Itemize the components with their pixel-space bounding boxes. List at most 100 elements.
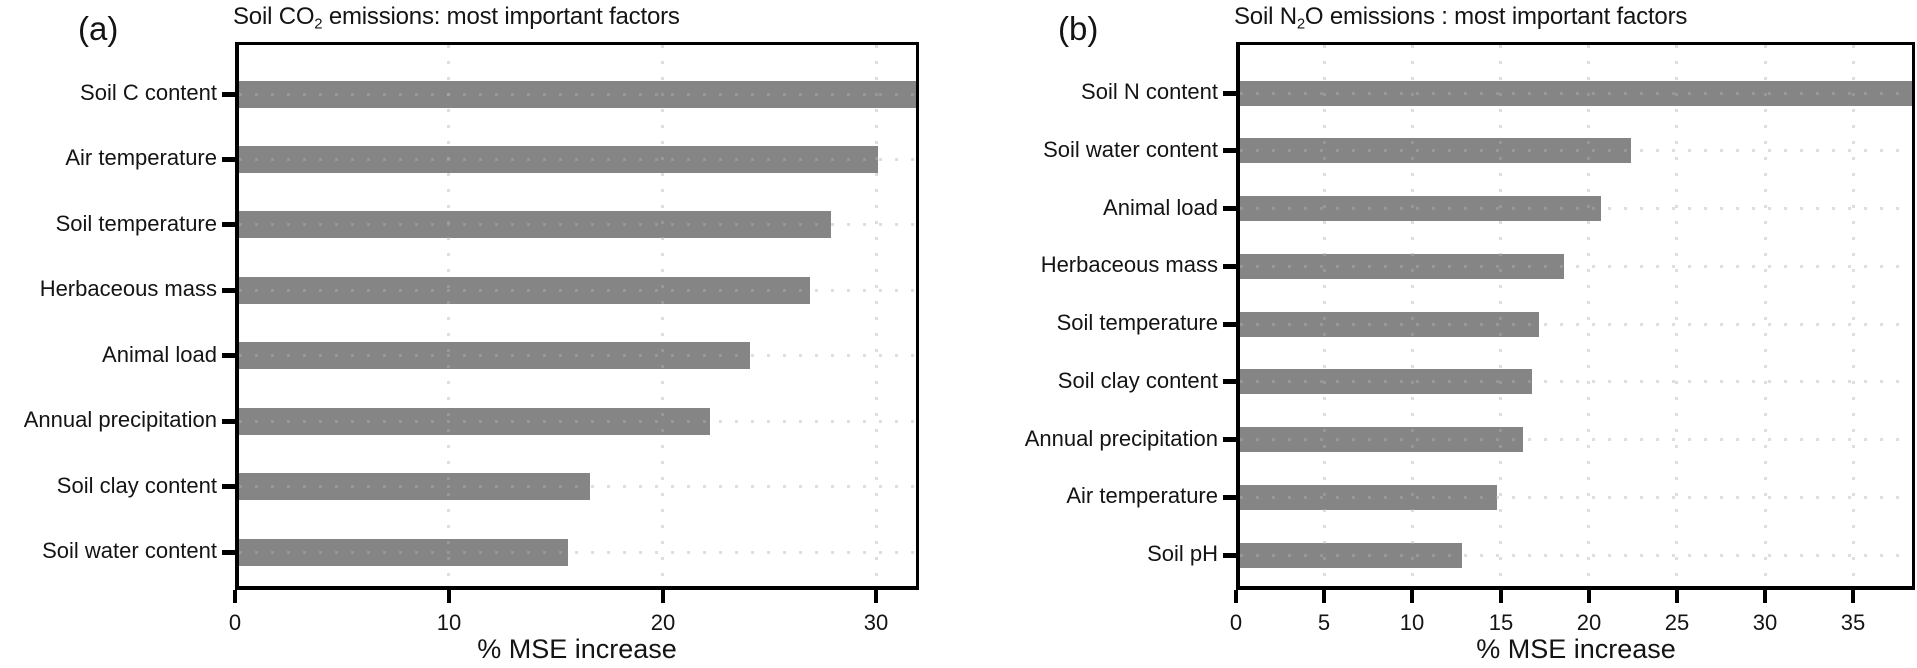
x-tick-label: 10 — [436, 610, 462, 635]
x-tick — [661, 590, 665, 603]
category-label: Soil pH — [1147, 541, 1218, 566]
category-label: Soil temperature — [1056, 310, 1218, 335]
bar — [235, 538, 568, 566]
category-label: Herbaceous mass — [39, 276, 217, 301]
category-label: Soil water content — [1043, 137, 1218, 162]
x-tick-label: 30 — [1752, 610, 1778, 635]
x-axis-label: % MSE increase — [1476, 634, 1676, 664]
h-gridline — [239, 551, 916, 554]
title-subscript: 2 — [1296, 16, 1305, 33]
title-text: emissions: most important factors — [322, 3, 680, 30]
h-gridline — [1240, 554, 1912, 557]
y-tick — [222, 92, 235, 97]
x-axis-label: % MSE increase — [477, 634, 677, 664]
title-text: Soil CO — [233, 3, 315, 30]
x-tick — [1763, 590, 1767, 603]
h-gridline — [239, 289, 916, 292]
x-tick-label: 0 — [1229, 610, 1243, 635]
v-gridline — [1411, 45, 1414, 586]
bar — [1236, 311, 1539, 337]
y-tick — [1223, 553, 1236, 558]
category-label: Soil water content — [42, 538, 217, 563]
x-tick-label: 0 — [228, 610, 242, 635]
panel-letter-label: (a) — [78, 10, 119, 47]
plot-border — [235, 42, 919, 590]
y-tick — [1223, 495, 1236, 500]
y-tick — [222, 353, 235, 358]
x-tick-label: 20 — [650, 610, 676, 635]
h-gridline — [239, 93, 916, 96]
h-gridline — [1240, 207, 1912, 210]
v-gridline — [1587, 45, 1590, 586]
y-tick — [222, 550, 235, 555]
x-tick — [1587, 590, 1591, 603]
x-tick-label: 5 — [1317, 610, 1331, 635]
v-gridline — [1499, 45, 1502, 586]
y-tick — [222, 222, 235, 227]
v-gridline — [1323, 45, 1326, 586]
x-tick-label: 30 — [863, 610, 889, 635]
bar — [1236, 427, 1523, 452]
v-gridline — [661, 45, 664, 586]
bar — [1236, 542, 1462, 568]
v-gridline — [1852, 45, 1855, 586]
category-label: Air temperature — [65, 145, 217, 170]
x-tick-label: 35 — [1840, 610, 1866, 635]
category-label: Soil clay content — [56, 473, 217, 498]
plot-border — [1236, 42, 1915, 590]
x-tick-label: 20 — [1576, 610, 1602, 635]
y-tick — [1223, 322, 1236, 327]
title-subscript: 2 — [314, 16, 323, 33]
y-tick — [1223, 148, 1236, 153]
h-gridline — [1240, 380, 1912, 383]
x-tick — [233, 590, 237, 603]
v-gridline — [447, 45, 450, 586]
h-gridline — [239, 420, 916, 423]
bar — [235, 342, 750, 370]
v-gridline — [1675, 45, 1678, 586]
v-gridline — [875, 45, 878, 586]
x-tick — [1410, 590, 1414, 603]
chart-title: Soil CO2 emissions: most important facto… — [233, 3, 680, 32]
h-gridline — [1240, 92, 1912, 95]
h-gridline — [1240, 496, 1912, 499]
x-tick — [1234, 590, 1238, 603]
x-tick — [447, 590, 451, 603]
bar — [235, 80, 919, 108]
bar — [235, 211, 831, 239]
bar — [1236, 369, 1532, 395]
x-tick — [1851, 590, 1855, 603]
y-tick — [1223, 264, 1236, 269]
bar — [1236, 196, 1601, 221]
x-tick-label: 15 — [1488, 610, 1514, 635]
bar — [235, 276, 810, 304]
bar — [235, 473, 590, 501]
h-gridline — [1240, 323, 1912, 326]
y-tick — [222, 419, 235, 424]
bar — [1236, 138, 1631, 164]
v-gridline — [1764, 45, 1767, 586]
category-label: Herbaceous mass — [1040, 252, 1218, 277]
h-gridline — [239, 223, 916, 226]
y-tick — [222, 288, 235, 293]
h-gridline — [1240, 149, 1912, 152]
category-label: Soil clay content — [1057, 368, 1218, 393]
title-text: Soil N — [1234, 3, 1297, 30]
category-label: Animal load — [102, 342, 217, 367]
x-tick-label: 25 — [1664, 610, 1690, 635]
title-text: O emissions : most important factors — [1304, 3, 1688, 30]
category-label: Soil C content — [80, 80, 217, 105]
y-tick — [1223, 379, 1236, 384]
y-tick — [1223, 437, 1236, 442]
h-gridline — [239, 158, 916, 161]
category-label: Animal load — [1103, 195, 1218, 220]
category-label: Annual precipitation — [23, 407, 217, 432]
category-label: Annual precipitation — [1024, 426, 1218, 451]
y-tick — [1223, 91, 1236, 96]
bar — [1236, 484, 1497, 510]
bar — [235, 407, 710, 435]
category-label: Air temperature — [1066, 483, 1218, 508]
